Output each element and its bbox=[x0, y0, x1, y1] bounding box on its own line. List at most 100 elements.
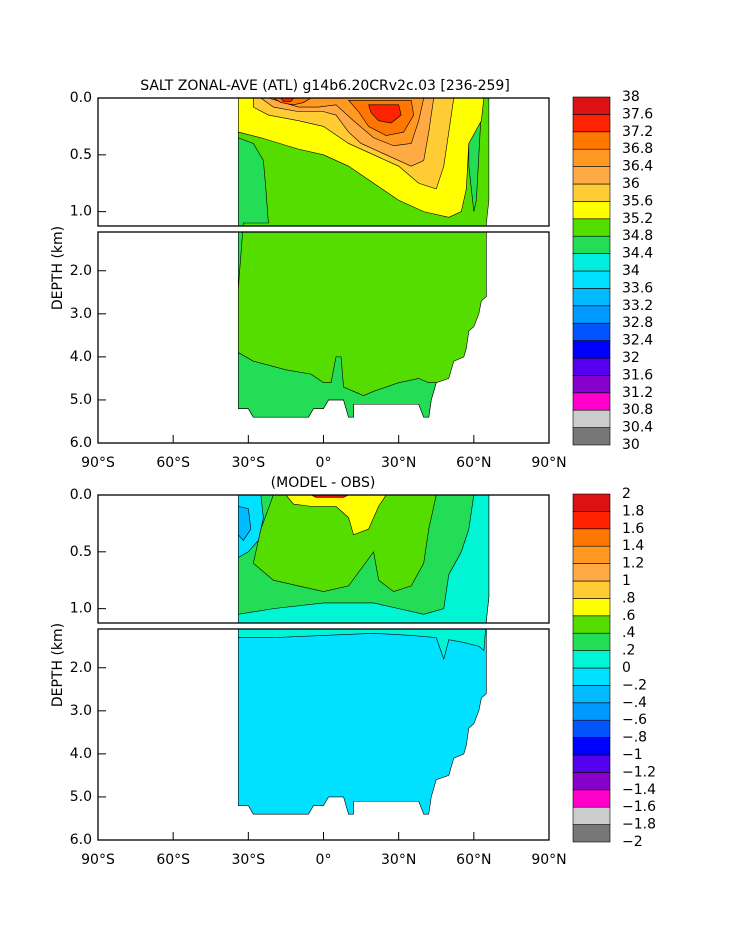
x-tick-label: 30°N bbox=[381, 852, 416, 868]
x-tick-label: 60°N bbox=[456, 455, 491, 471]
x-tick-label: 60°S bbox=[156, 455, 190, 471]
x-tick-label: 90°N bbox=[531, 455, 566, 471]
colorbar-swatch bbox=[572, 702, 611, 721]
colorbar-swatch bbox=[572, 166, 611, 185]
y-tick-label: 4.0 bbox=[70, 746, 92, 762]
colorbar-label: −.8 bbox=[622, 730, 647, 746]
colorbar-swatch bbox=[572, 511, 611, 530]
colorbar-label: 34 bbox=[622, 263, 640, 279]
colorbar-label: −1.6 bbox=[622, 799, 656, 815]
colorbar-swatch bbox=[572, 632, 611, 651]
y-tick-label: 3.0 bbox=[70, 306, 92, 322]
colorbar-swatch bbox=[572, 493, 611, 512]
colorbar-swatch bbox=[572, 148, 611, 167]
y-tick-label: 2.0 bbox=[70, 660, 92, 676]
x-tick-label: 30°S bbox=[231, 852, 265, 868]
colorbar-swatch bbox=[572, 824, 611, 843]
contour-region bbox=[285, 494, 387, 536]
colorbar-swatch bbox=[572, 754, 611, 773]
colorbar-label: 2 bbox=[622, 486, 631, 502]
y-tick-label: 6.0 bbox=[70, 832, 92, 848]
colorbar-label: .4 bbox=[622, 625, 635, 641]
axis-break bbox=[96, 226, 551, 232]
colorbar-swatch bbox=[572, 737, 611, 756]
contour-region bbox=[238, 137, 269, 289]
y-tick-label: 0.5 bbox=[70, 147, 92, 163]
colorbar-label: −1.4 bbox=[622, 782, 656, 798]
x-tick-label: 90°S bbox=[81, 455, 115, 471]
colorbar-swatch bbox=[572, 131, 611, 150]
colorbar-swatch bbox=[572, 545, 611, 564]
contour-region bbox=[238, 505, 252, 541]
x-tick-label: 60°S bbox=[156, 852, 190, 868]
y-tick-label: 0.0 bbox=[70, 90, 92, 106]
colorbar-label: 31.6 bbox=[622, 367, 653, 383]
colorbar-label: .2 bbox=[622, 643, 635, 659]
colorbar-label: 36.4 bbox=[622, 159, 653, 175]
y-tick-label: 0.5 bbox=[70, 544, 92, 560]
colorbar-label: −.2 bbox=[622, 677, 647, 693]
colorbar-label: 37.6 bbox=[622, 106, 653, 122]
colorbar-swatch bbox=[572, 392, 611, 411]
colorbar-label: −.6 bbox=[622, 712, 647, 728]
colorbar-swatch bbox=[572, 772, 611, 791]
x-tick-label: 90°S bbox=[81, 852, 115, 868]
colorbar-swatch bbox=[572, 427, 611, 446]
y-tick-label: 6.0 bbox=[70, 435, 92, 451]
y-tick-label: 5.0 bbox=[70, 392, 92, 408]
colorbar-label: 31.2 bbox=[622, 385, 653, 401]
colorbar-swatch bbox=[572, 806, 611, 825]
plot-frame bbox=[97, 494, 550, 624]
colorbar-swatch bbox=[572, 270, 611, 289]
chart-title: (MODEL - OBS) bbox=[271, 475, 376, 491]
colorbar-swatch bbox=[572, 375, 611, 394]
colorbar-label: 35.2 bbox=[622, 211, 653, 227]
colorbar-label: 1.4 bbox=[622, 538, 644, 554]
axis-break bbox=[96, 623, 551, 629]
y-tick-label: 4.0 bbox=[70, 349, 92, 365]
colorbar-label: 32.8 bbox=[622, 315, 653, 331]
chart-title: SALT ZONAL-AVE (ATL) g14b6.20CRv2c.03 [2… bbox=[140, 78, 510, 94]
colorbar-swatch bbox=[572, 409, 611, 428]
colorbar-swatch bbox=[572, 235, 611, 254]
y-tick-label: 3.0 bbox=[70, 703, 92, 719]
colorbar-label: 34.4 bbox=[622, 246, 653, 262]
x-tick-label: 30°S bbox=[231, 455, 265, 471]
colorbar-swatch bbox=[572, 563, 611, 582]
colorbar-swatch bbox=[572, 789, 611, 808]
colorbar-label: 37.2 bbox=[622, 124, 653, 140]
y-tick-label: 0.0 bbox=[70, 487, 92, 503]
colorbar-label: 1.6 bbox=[622, 521, 644, 537]
colorbar-label: .6 bbox=[622, 608, 635, 624]
colorbar-label: 1.2 bbox=[622, 556, 644, 572]
colorbar-label: 1.8 bbox=[622, 503, 644, 519]
colorbar-label: 38 bbox=[622, 89, 640, 105]
colorbar-label: 1 bbox=[622, 573, 631, 589]
colorbar-swatch bbox=[572, 201, 611, 220]
x-tick-label: 0° bbox=[316, 455, 332, 471]
colorbar-label: 32.4 bbox=[622, 333, 653, 349]
y-tick-label: 2.0 bbox=[70, 263, 92, 279]
colorbar-swatch bbox=[572, 183, 611, 202]
y-tick-label: 1.0 bbox=[70, 204, 92, 220]
colorbar-swatch bbox=[572, 667, 611, 686]
colorbar-label: 35.6 bbox=[622, 193, 653, 209]
colorbar-label: 33.2 bbox=[622, 298, 653, 314]
colorbar-label: 30.8 bbox=[622, 402, 653, 418]
plot-frame bbox=[97, 97, 550, 227]
colorbar-swatch bbox=[572, 650, 611, 669]
colorbar-label: .8 bbox=[622, 590, 635, 606]
colorbar-swatch bbox=[572, 685, 611, 704]
colorbar-swatch bbox=[572, 340, 611, 359]
colorbar-label: 0 bbox=[622, 660, 631, 676]
panel bbox=[238, 97, 490, 418]
colorbar-swatch bbox=[572, 305, 611, 324]
x-tick-label: 60°N bbox=[456, 852, 491, 868]
colorbar-label: 30 bbox=[622, 437, 640, 453]
y-axis-label: DEPTH (km) bbox=[50, 623, 66, 707]
colorbar-swatch bbox=[572, 580, 611, 599]
colorbar-swatch bbox=[572, 615, 611, 634]
contour-region bbox=[253, 494, 437, 592]
colorbar-label: 33.6 bbox=[622, 280, 653, 296]
colorbar-swatch bbox=[572, 357, 611, 376]
